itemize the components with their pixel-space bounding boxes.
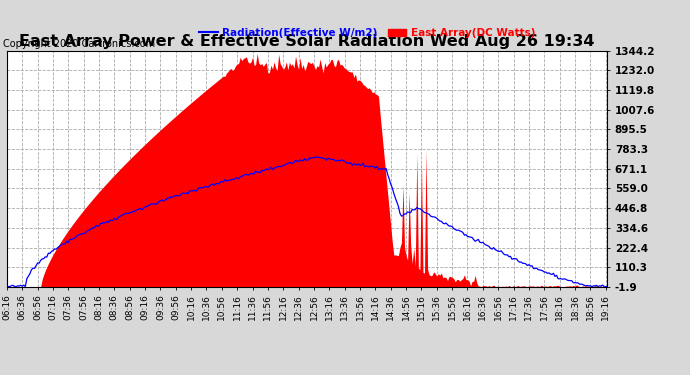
Legend: Radiation(Effective W/m2), East Array(DC Watts): Radiation(Effective W/m2), East Array(DC…	[195, 24, 540, 42]
Title: East Array Power & Effective Solar Radiation Wed Aug 26 19:34: East Array Power & Effective Solar Radia…	[19, 34, 595, 50]
Text: Copyright 2020 Cartronics.com: Copyright 2020 Cartronics.com	[3, 39, 155, 50]
